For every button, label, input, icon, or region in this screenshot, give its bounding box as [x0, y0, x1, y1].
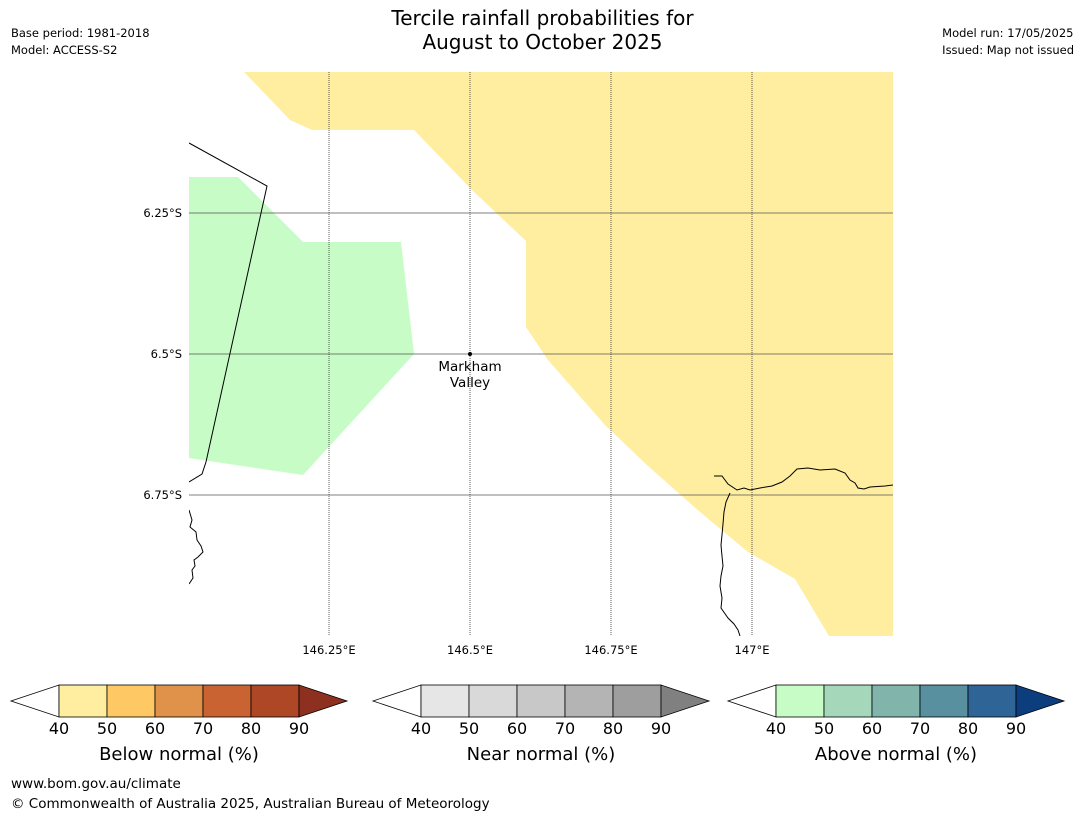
colorbar-extend-low [9, 684, 60, 718]
colorbar-title-above: Above normal (%) [814, 744, 978, 765]
colorbar-extend-high [660, 684, 711, 718]
colorbar-segment [564, 684, 614, 718]
model-run-text: Model run: 17/05/2025 [942, 26, 1074, 40]
colorbar-below-normal [9, 684, 349, 718]
place-label-line-1: Markham [438, 359, 502, 375]
colorbar-segment [202, 684, 252, 718]
colorbar-tick: 70 [554, 719, 576, 738]
colorbar-tick: 40 [410, 719, 432, 738]
title-line-1: Tercile rainfall probabilities for [391, 6, 694, 30]
colorbar-tick: 90 [1005, 719, 1027, 738]
colorbar-segment [871, 684, 921, 718]
colorbar-tick: 50 [96, 719, 118, 738]
map-title: Tercile rainfall probabilities for Augus… [0, 6, 1085, 54]
colorbar-segment [250, 684, 300, 718]
header-left: Base period: 1981-2018 Model: ACCESS-S2 [11, 25, 150, 59]
colorbar-segment [516, 684, 566, 718]
colorbar-extend-low [726, 684, 777, 718]
colorbar-tick: 60 [861, 719, 883, 738]
colorbar-tick: 50 [458, 719, 480, 738]
colorbar-segment [468, 684, 518, 718]
province-boundary [189, 142, 268, 483]
colorbar-tick: 40 [48, 719, 70, 738]
colorbar-segment [823, 684, 873, 718]
colorbar-tick: 70 [192, 719, 214, 738]
colorbar-extend-high [298, 684, 349, 718]
colorbar-tick: 90 [288, 719, 310, 738]
lon-label: 146.5°E [447, 643, 493, 657]
footer-copyright: © Commonwealth of Australia 2025, Austra… [11, 796, 490, 812]
colorbar-above-normal [726, 684, 1066, 718]
colorbar-extend-high [1015, 684, 1066, 718]
colorbar-tick: 80 [957, 719, 979, 738]
colorbar-segment [58, 684, 108, 718]
colorbar-tick: 60 [144, 719, 166, 738]
colorbar-segment [420, 684, 470, 718]
colorbar-segment [154, 684, 204, 718]
footer: www.bom.gov.au/climate © Commonwealth of… [11, 774, 490, 814]
lat-label: 6.25°S [143, 206, 182, 220]
colorbar-segment [967, 684, 1017, 718]
colorbar-title-near: Near normal (%) [466, 744, 616, 765]
coastline-river [719, 492, 741, 636]
colorbar-tick: 50 [813, 719, 835, 738]
colorbar-tick: 80 [602, 719, 624, 738]
base-period-text: Base period: 1981-2018 [11, 26, 150, 40]
model-text: Model: ACCESS-S2 [11, 43, 118, 57]
colorbar-tick: 90 [650, 719, 672, 738]
place-label: Markham Valley [420, 359, 520, 391]
lon-label: 146.25°E [302, 643, 356, 657]
above-normal-region [189, 177, 414, 475]
footer-link[interactable]: www.bom.gov.au/climate [11, 776, 181, 792]
colorbar-near-normal [371, 684, 711, 718]
issued-text: Issued: Map not issued [942, 43, 1074, 57]
header-right: Model run: 17/05/2025 Issued: Map not is… [942, 25, 1074, 59]
place-label-line-2: Valley [449, 375, 491, 391]
colorbar-tick: 80 [240, 719, 262, 738]
colorbar-tick: 70 [909, 719, 931, 738]
colorbar-extend-low [371, 684, 422, 718]
colorbar-segment [106, 684, 156, 718]
lon-label: 147°E [734, 643, 770, 657]
colorbar-segment [612, 684, 662, 718]
place-marker [468, 352, 472, 356]
colorbar-segment [775, 684, 825, 718]
coastline-east [714, 467, 893, 491]
colorbar-tick: 60 [506, 719, 528, 738]
lon-label: 146.75°E [584, 643, 638, 657]
colorbar-title-below: Below normal (%) [99, 744, 259, 765]
lat-label: 6.75°S [143, 488, 182, 502]
lat-label: 6.5°S [150, 347, 182, 361]
colorbar-segment [919, 684, 969, 718]
coastline-west [189, 509, 204, 585]
title-line-2: August to October 2025 [422, 30, 663, 54]
colorbar-tick: 40 [765, 719, 787, 738]
